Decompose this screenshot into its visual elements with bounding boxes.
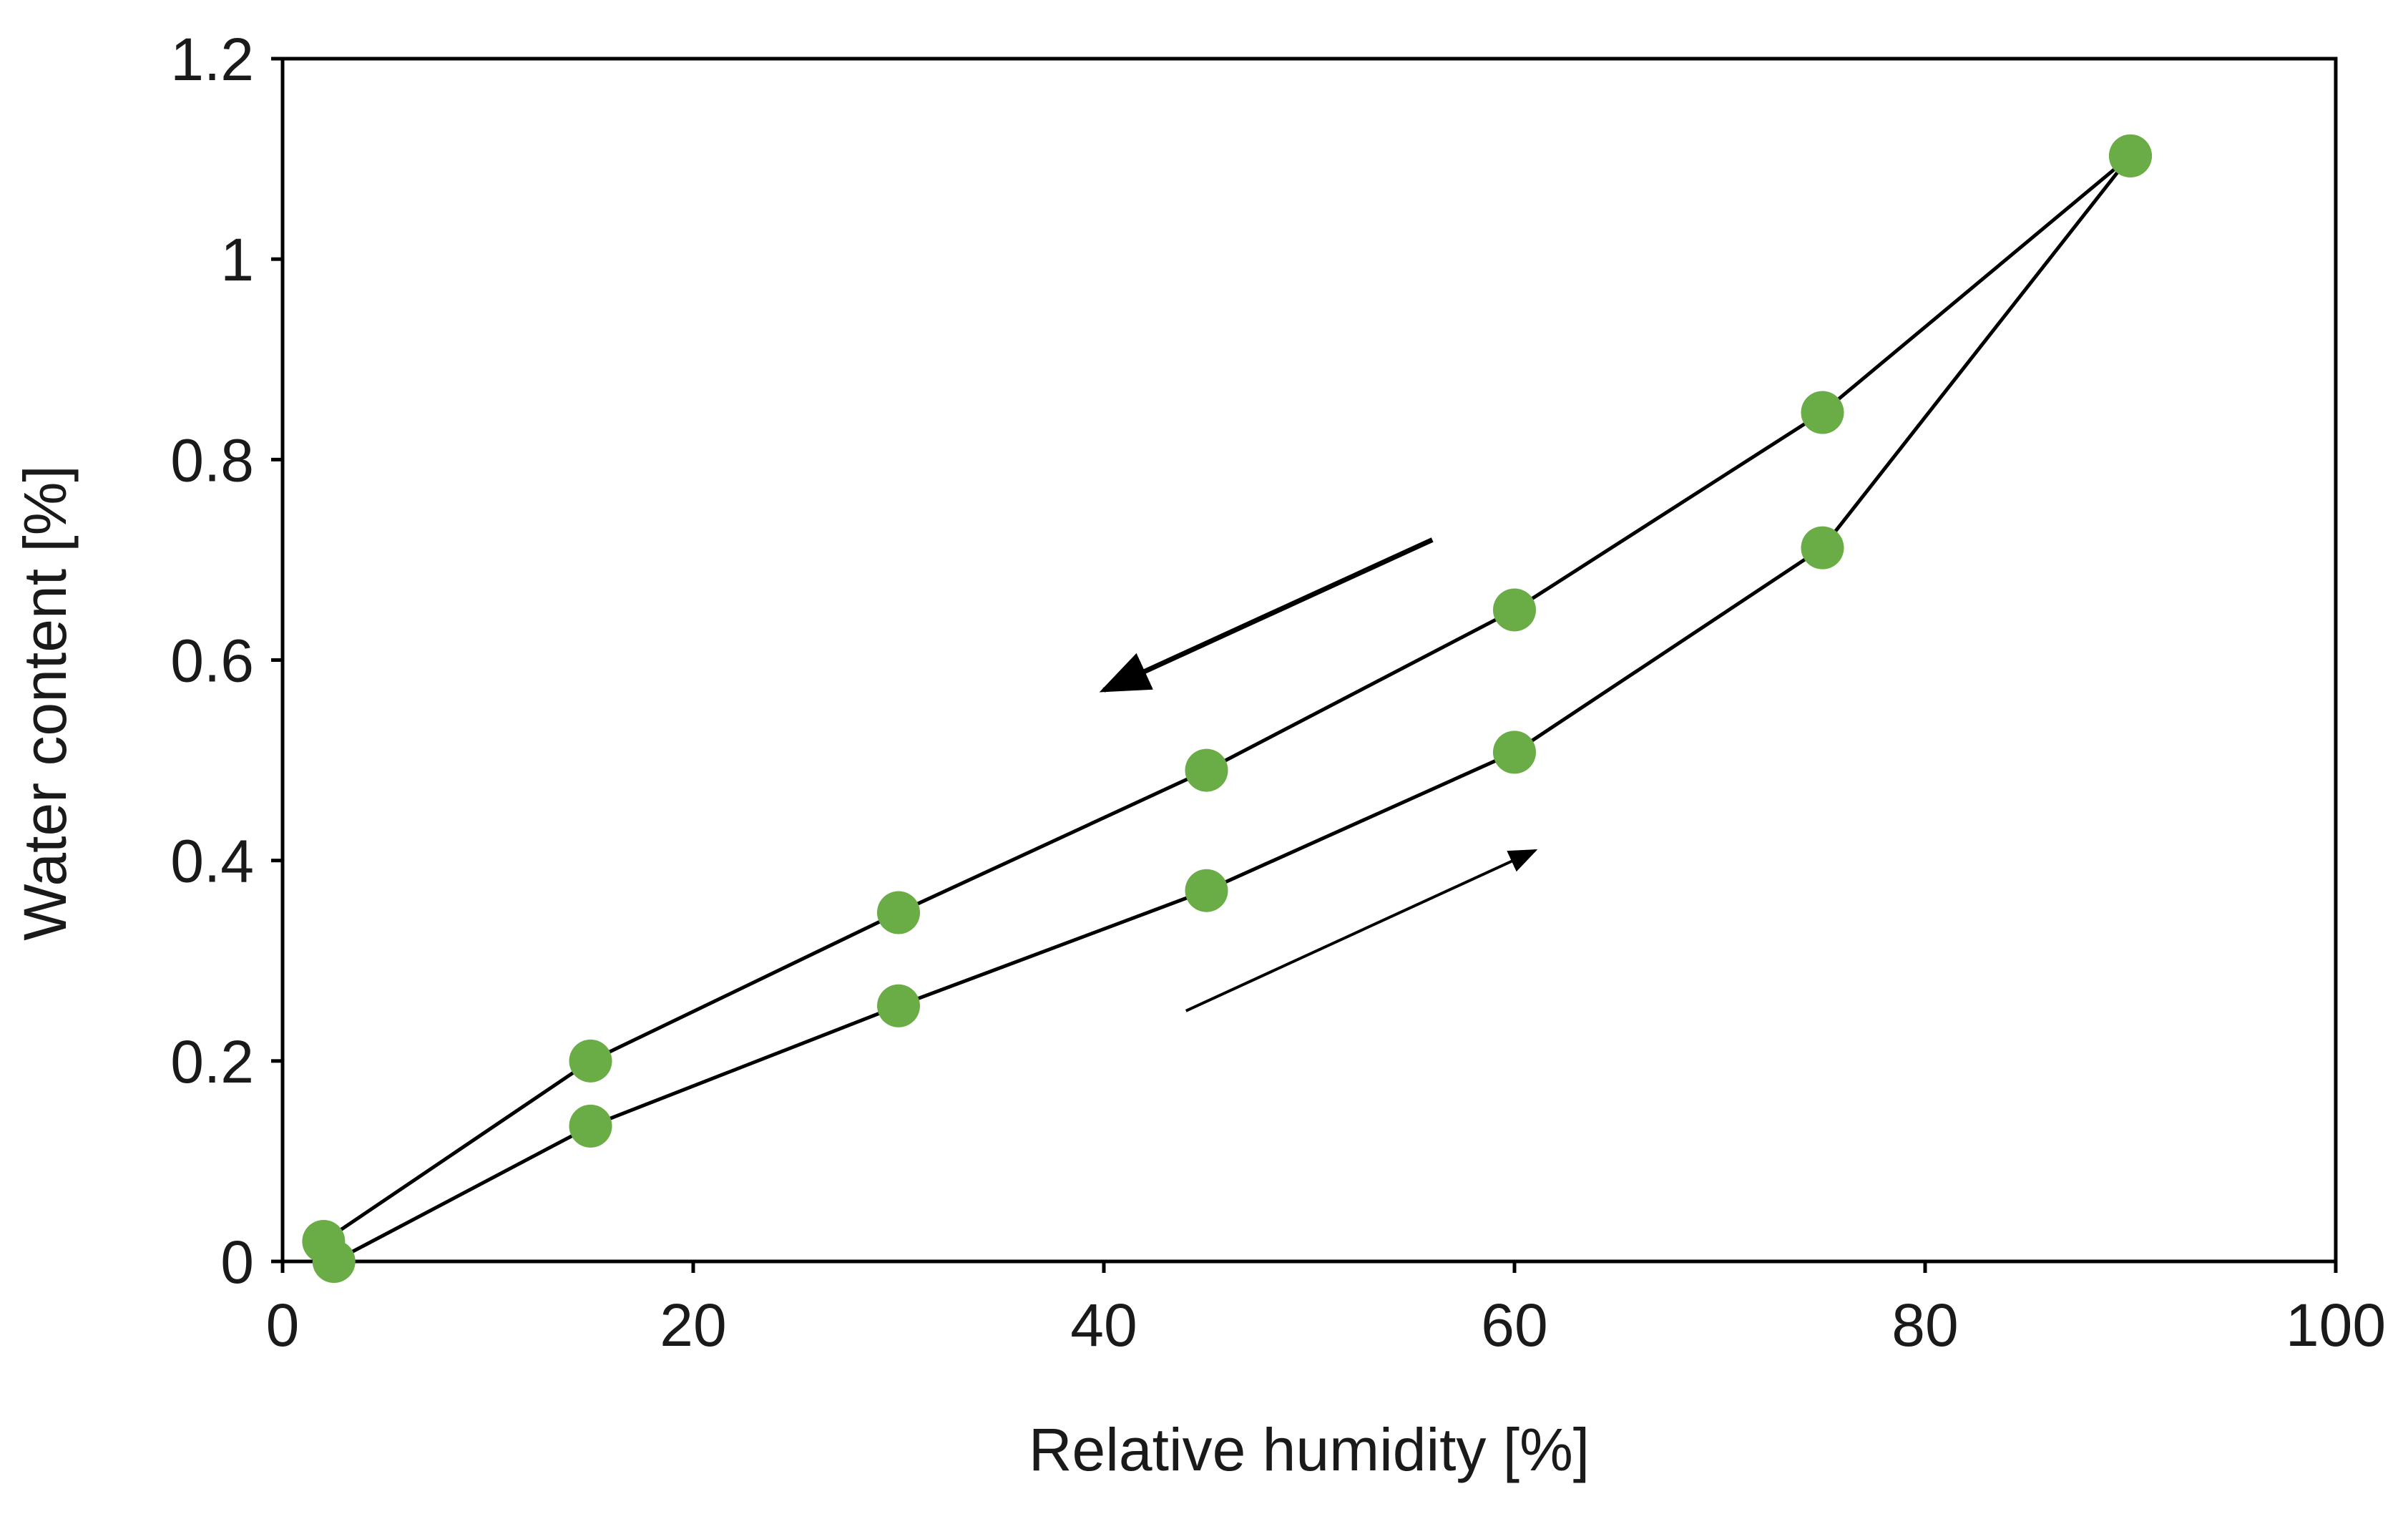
annotation-arrows xyxy=(1099,537,1538,1012)
x-tick-label: 40 xyxy=(1070,1291,1137,1359)
series-1-point xyxy=(569,1104,612,1148)
series-lines xyxy=(323,154,2132,1264)
x-tick-label: 100 xyxy=(2286,1291,2386,1359)
series-2-point xyxy=(1493,588,1536,632)
x-axis-title: Relative humidity [%] xyxy=(1029,1416,1590,1483)
y-tick-label: 0.6 xyxy=(170,627,254,695)
y-tick-label: 0.4 xyxy=(170,828,254,895)
x-tick-label: 60 xyxy=(1481,1291,1547,1359)
y-tick-label: 1.2 xyxy=(170,26,254,93)
series-points xyxy=(302,134,2152,1283)
series-1-point xyxy=(1185,869,1228,912)
y-tick-label: 1 xyxy=(220,226,254,293)
series-2-point xyxy=(877,891,920,934)
series-1-point xyxy=(877,984,920,1027)
series-2-point xyxy=(2109,134,2152,177)
desorption-arrow xyxy=(1099,537,1434,693)
series-2-point xyxy=(1801,391,1844,434)
series-1-point xyxy=(1801,526,1844,570)
x-tick-label: 20 xyxy=(660,1291,726,1359)
series-1-point xyxy=(1493,731,1536,774)
x-tick-label: 80 xyxy=(1891,1291,1958,1359)
series-1-line xyxy=(333,155,2132,1264)
y-tick-label: 0 xyxy=(220,1229,254,1296)
x-tick-label: 0 xyxy=(266,1291,300,1359)
series-2-point xyxy=(569,1039,612,1083)
series-2-point xyxy=(302,1219,346,1263)
adsorption-arrow xyxy=(1185,849,1538,1012)
y-tick-label: 0.8 xyxy=(170,426,254,494)
x-axis-ticks: 0 20 40 60 80 100 xyxy=(266,1261,2386,1359)
series-2-point xyxy=(1185,748,1228,792)
y-axis-title: Water content [%] xyxy=(11,465,79,941)
y-axis-ticks: 0 0.2 0.4 0.6 0.8 1 1.2 xyxy=(170,26,283,1296)
y-tick-label: 0.2 xyxy=(170,1028,254,1095)
